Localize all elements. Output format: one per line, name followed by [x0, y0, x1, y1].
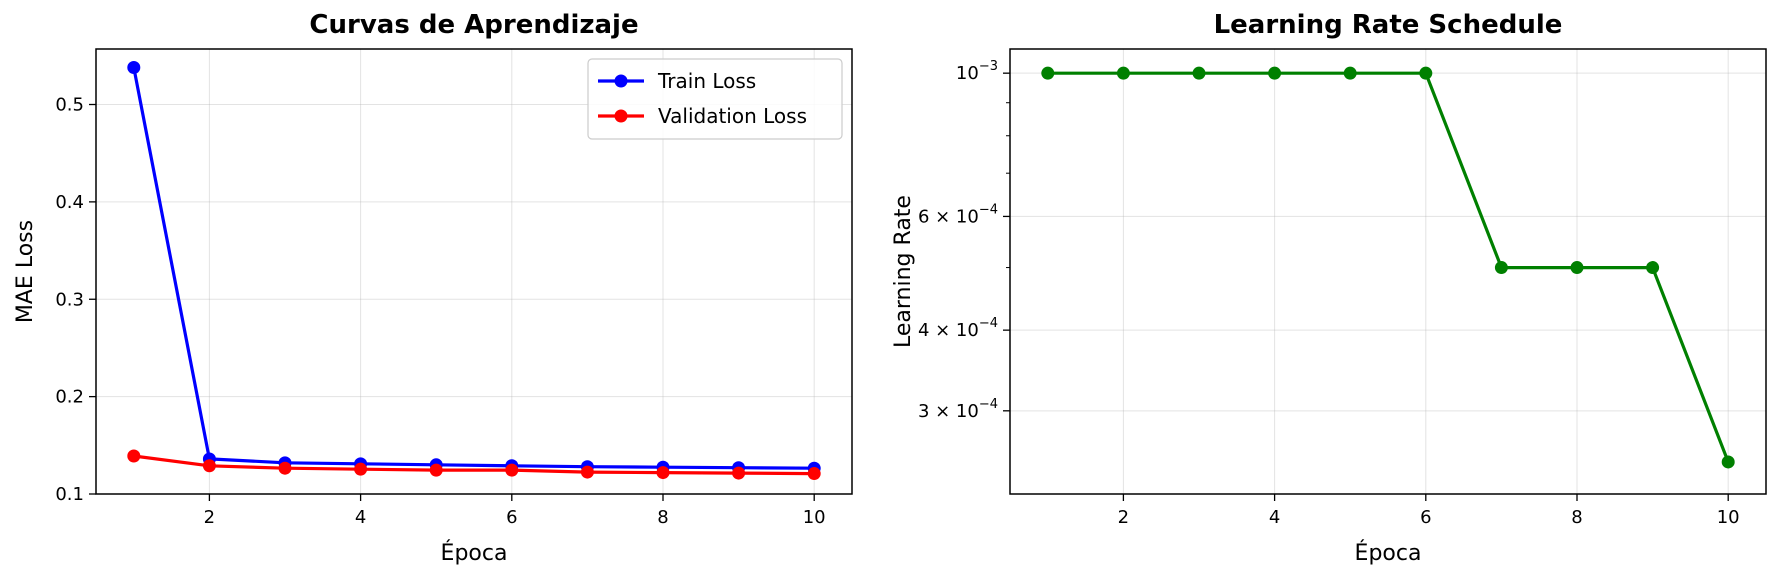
x-tick-label: 10 — [803, 507, 826, 528]
data-point — [127, 61, 141, 75]
legend: Train Loss Validation Loss — [587, 58, 843, 140]
learning-rate-panel: 2 4 6 8 10 10−3 6 × 10−4 4 × 10−4 3 × 10−4 Learni… — [891, 10, 1767, 566]
data-point — [1570, 261, 1584, 275]
data-point — [202, 459, 216, 473]
data-point — [580, 465, 594, 479]
y-axis-label: MAE Loss — [13, 220, 38, 323]
y-tick-label: 6 × 10−4 — [918, 202, 998, 227]
x-tick-label: 2 — [204, 507, 215, 528]
legend-box — [587, 58, 843, 140]
x-tick-label: 6 — [1420, 507, 1431, 528]
legend-swatch-marker — [614, 74, 628, 88]
learning-curves-panel: 2 4 6 8 10 0.1 0.2 0.3 0.4 0.5 Curvas de Aprendiza… — [13, 10, 853, 566]
data-point — [278, 461, 292, 475]
x-tick-label: 10 — [1717, 507, 1740, 528]
series-line-1 — [1047, 71, 1730, 463]
x-tick-label: 8 — [657, 507, 668, 528]
data-point — [1721, 455, 1735, 469]
data-point — [1116, 66, 1130, 80]
legend-label: Validation Loss — [658, 104, 807, 128]
y-tick-label: 4 × 10−4 — [918, 316, 998, 341]
y-tick-label: 10−3 — [956, 59, 998, 84]
y-tick-label: 0.4 — [55, 192, 84, 213]
data-point — [505, 463, 519, 477]
data-point — [1041, 66, 1055, 80]
data-point — [1494, 261, 1508, 275]
data-point — [1343, 66, 1357, 80]
data-point — [127, 449, 141, 463]
data-point — [1192, 66, 1206, 80]
data-point — [429, 463, 443, 477]
x-axis-label: Época — [1355, 540, 1422, 566]
axes-frame — [95, 48, 853, 495]
series-line-1 — [132, 67, 815, 470]
x-tick-label: 2 — [1118, 507, 1129, 528]
data-point — [807, 467, 821, 481]
data-point — [656, 466, 670, 480]
x-tick-label: 4 — [355, 507, 366, 528]
data-point — [1419, 66, 1433, 80]
data-point — [732, 466, 746, 480]
axes-frame — [1009, 48, 1767, 495]
legend-label: Train Loss — [657, 69, 756, 93]
series-line-2 — [133, 454, 815, 476]
data-point — [1268, 66, 1282, 80]
chart-title: Learning Rate Schedule — [1214, 10, 1563, 40]
x-tick-label: 8 — [1571, 507, 1582, 528]
y-tick-label: 3 × 10−4 — [918, 397, 998, 422]
y-axis-label: Learning Rate — [891, 195, 916, 348]
y-tick-label: 0.2 — [55, 387, 84, 408]
chart-title: Curvas de Aprendizaje — [309, 10, 638, 40]
x-tick-label: 4 — [1269, 507, 1280, 528]
legend-swatch-marker — [614, 109, 628, 123]
y-tick-label: 0.5 — [55, 95, 84, 116]
data-point — [1646, 261, 1660, 275]
y-tick-label: 0.1 — [55, 484, 84, 505]
x-axis-label: Época — [441, 540, 508, 566]
data-point — [354, 462, 368, 476]
x-tick-label: 6 — [506, 507, 517, 528]
y-tick-label: 0.3 — [55, 289, 84, 310]
